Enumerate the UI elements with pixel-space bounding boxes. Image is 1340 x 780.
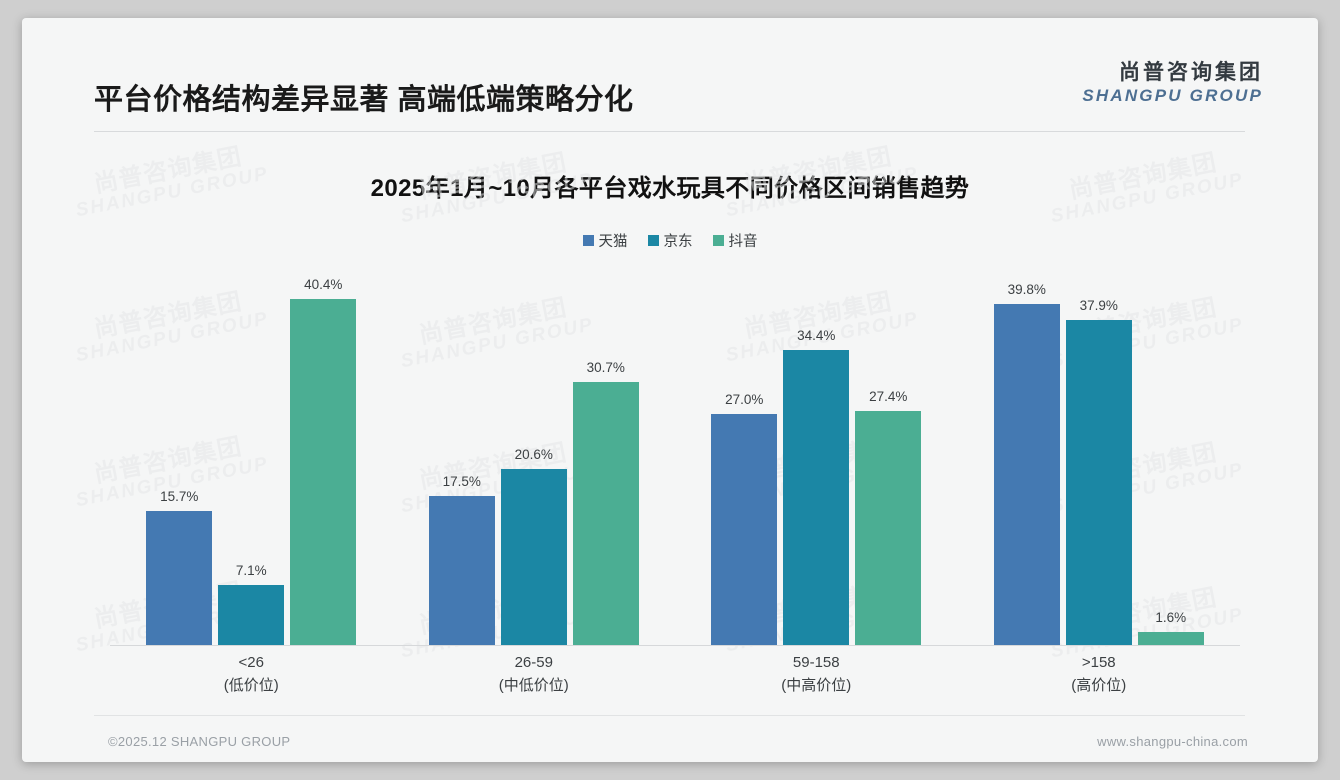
bar-value-label: 39.8% bbox=[1007, 282, 1046, 298]
legend-swatch-icon bbox=[647, 235, 659, 246]
brand-name-en: SHANGPU GROUP bbox=[1082, 86, 1263, 105]
bar-rect[interactable] bbox=[218, 585, 285, 646]
x-tick-sublabel: (高价位) bbox=[1071, 676, 1127, 694]
bar-京东->158[interactable]: 37.9% bbox=[1065, 268, 1132, 646]
bar-rect[interactable] bbox=[855, 410, 922, 646]
chart-title: 2025年1月~10月各平台戏水玩具不同价格区间销售趋势 bbox=[370, 175, 970, 202]
bar-value-label: 7.1% bbox=[235, 563, 267, 579]
bar-value-label: 30.7% bbox=[586, 360, 625, 376]
bar-group: 27.0% 34.4% 27.4% bbox=[675, 268, 958, 646]
bar-rect[interactable] bbox=[993, 304, 1060, 646]
x-axis-labels: <26 (低价位) 26-59 (中低价位) 59-158 (中高价位) >158 (高价位) bbox=[110, 652, 1240, 697]
footer-website[interactable]: www.shangpu-china.com bbox=[1097, 734, 1248, 749]
chart-plot-area: 15.7% 7.1% 40.4% 17.5% 20.6% 30.7% 27.0% 34.4% 2… bbox=[110, 268, 1240, 646]
bar-rect[interactable] bbox=[711, 414, 778, 646]
x-tick->158: >158 (高价位) bbox=[958, 652, 1241, 697]
bar-rect[interactable] bbox=[1137, 632, 1204, 646]
bar-抖音-59-158[interactable]: 27.4% bbox=[855, 268, 922, 646]
x-tick-sublabel: (中高价位) bbox=[781, 676, 852, 694]
header-divider bbox=[94, 131, 1245, 132]
bar-rect[interactable] bbox=[428, 495, 495, 646]
bar-rect[interactable] bbox=[1065, 320, 1132, 646]
x-tick-sublabel: (中低价位) bbox=[498, 676, 569, 694]
bar-group: 15.7% 7.1% 40.4% bbox=[110, 268, 393, 646]
bar-groups: 15.7% 7.1% 40.4% 17.5% 20.6% 30.7% 27.0% 34.4% 2… bbox=[110, 268, 1240, 646]
bar-value-label: 27.4% bbox=[869, 388, 908, 404]
bar-京东-59-158[interactable]: 34.4% bbox=[783, 268, 850, 646]
bar-rect[interactable] bbox=[783, 350, 850, 646]
footer-divider bbox=[94, 715, 1245, 716]
bar-抖音->158[interactable]: 1.6% bbox=[1137, 268, 1204, 646]
legend-swatch-icon bbox=[712, 235, 724, 246]
bar-抖音-26-59[interactable]: 30.7% bbox=[572, 268, 639, 646]
page-title: 平台价格结构差异显著 高端低端策略分化 bbox=[94, 84, 634, 116]
bar-value-label: 1.6% bbox=[1155, 610, 1187, 626]
bar-group: 17.5% 20.6% 30.7% bbox=[393, 268, 676, 646]
legend-swatch-icon bbox=[582, 235, 594, 246]
bar-value-label: 34.4% bbox=[797, 328, 836, 344]
x-tick-59-158: 59-158 (中高价位) bbox=[675, 652, 958, 697]
bar-rect[interactable] bbox=[500, 469, 567, 646]
bar-value-label: 17.5% bbox=[442, 473, 481, 489]
x-tick-sublabel: (低价位) bbox=[223, 676, 279, 694]
legend-item-抖音[interactable]: 抖音 bbox=[712, 230, 758, 251]
slide: 平台价格结构差异显著 高端低端策略分化 尚普咨询集团 SHANGPU GROUP… bbox=[22, 18, 1318, 762]
x-tick-<26: <26 (低价位) bbox=[110, 652, 393, 697]
bar-group: 39.8% 37.9% 1.6% bbox=[958, 268, 1241, 646]
legend-label: 天猫 bbox=[598, 234, 628, 250]
chart-legend: 天猫 京东 抖音 bbox=[22, 230, 1318, 251]
brand-logo: 尚普咨询集团 SHANGPU GROUP bbox=[1082, 62, 1263, 104]
bar-京东-<26[interactable]: 7.1% bbox=[218, 268, 285, 646]
x-tick-range: 59-158 bbox=[792, 654, 840, 671]
x-tick-range: 26-59 bbox=[514, 654, 553, 671]
bar-value-label: 37.9% bbox=[1079, 298, 1118, 314]
legend-item-京东[interactable]: 京东 bbox=[647, 230, 693, 251]
bar-rect[interactable] bbox=[572, 382, 639, 646]
bar-value-label: 27.0% bbox=[725, 392, 764, 408]
bar-value-label: 15.7% bbox=[160, 489, 199, 505]
bar-天猫-59-158[interactable]: 27.0% bbox=[711, 268, 778, 646]
x-axis-line bbox=[110, 645, 1240, 646]
slide-header: 平台价格结构差异显著 高端低端策略分化 尚普咨询集团 SHANGPU GROUP bbox=[22, 18, 1318, 122]
bar-天猫-26-59[interactable]: 17.5% bbox=[428, 268, 495, 646]
bar-value-label: 40.4% bbox=[304, 276, 343, 292]
legend-label: 京东 bbox=[663, 234, 693, 250]
x-tick-range: <26 bbox=[238, 654, 264, 671]
brand-name-cn: 尚普咨询集团 bbox=[1119, 61, 1263, 84]
legend-item-天猫[interactable]: 天猫 bbox=[582, 230, 628, 251]
bar-value-label: 20.6% bbox=[514, 447, 553, 463]
bar-天猫->158[interactable]: 39.8% bbox=[993, 268, 1060, 646]
x-tick-range: >158 bbox=[1081, 654, 1116, 671]
bar-天猫-<26[interactable]: 15.7% bbox=[146, 268, 213, 646]
footer-copyright: ©2025.12 SHANGPU GROUP bbox=[108, 734, 291, 749]
bar-rect[interactable] bbox=[290, 298, 357, 646]
bar-rect[interactable] bbox=[146, 511, 213, 646]
legend-label: 抖音 bbox=[728, 234, 758, 250]
x-tick-26-59: 26-59 (中低价位) bbox=[393, 652, 676, 697]
bar-抖音-<26[interactable]: 40.4% bbox=[290, 268, 357, 646]
bar-京东-26-59[interactable]: 20.6% bbox=[500, 268, 567, 646]
